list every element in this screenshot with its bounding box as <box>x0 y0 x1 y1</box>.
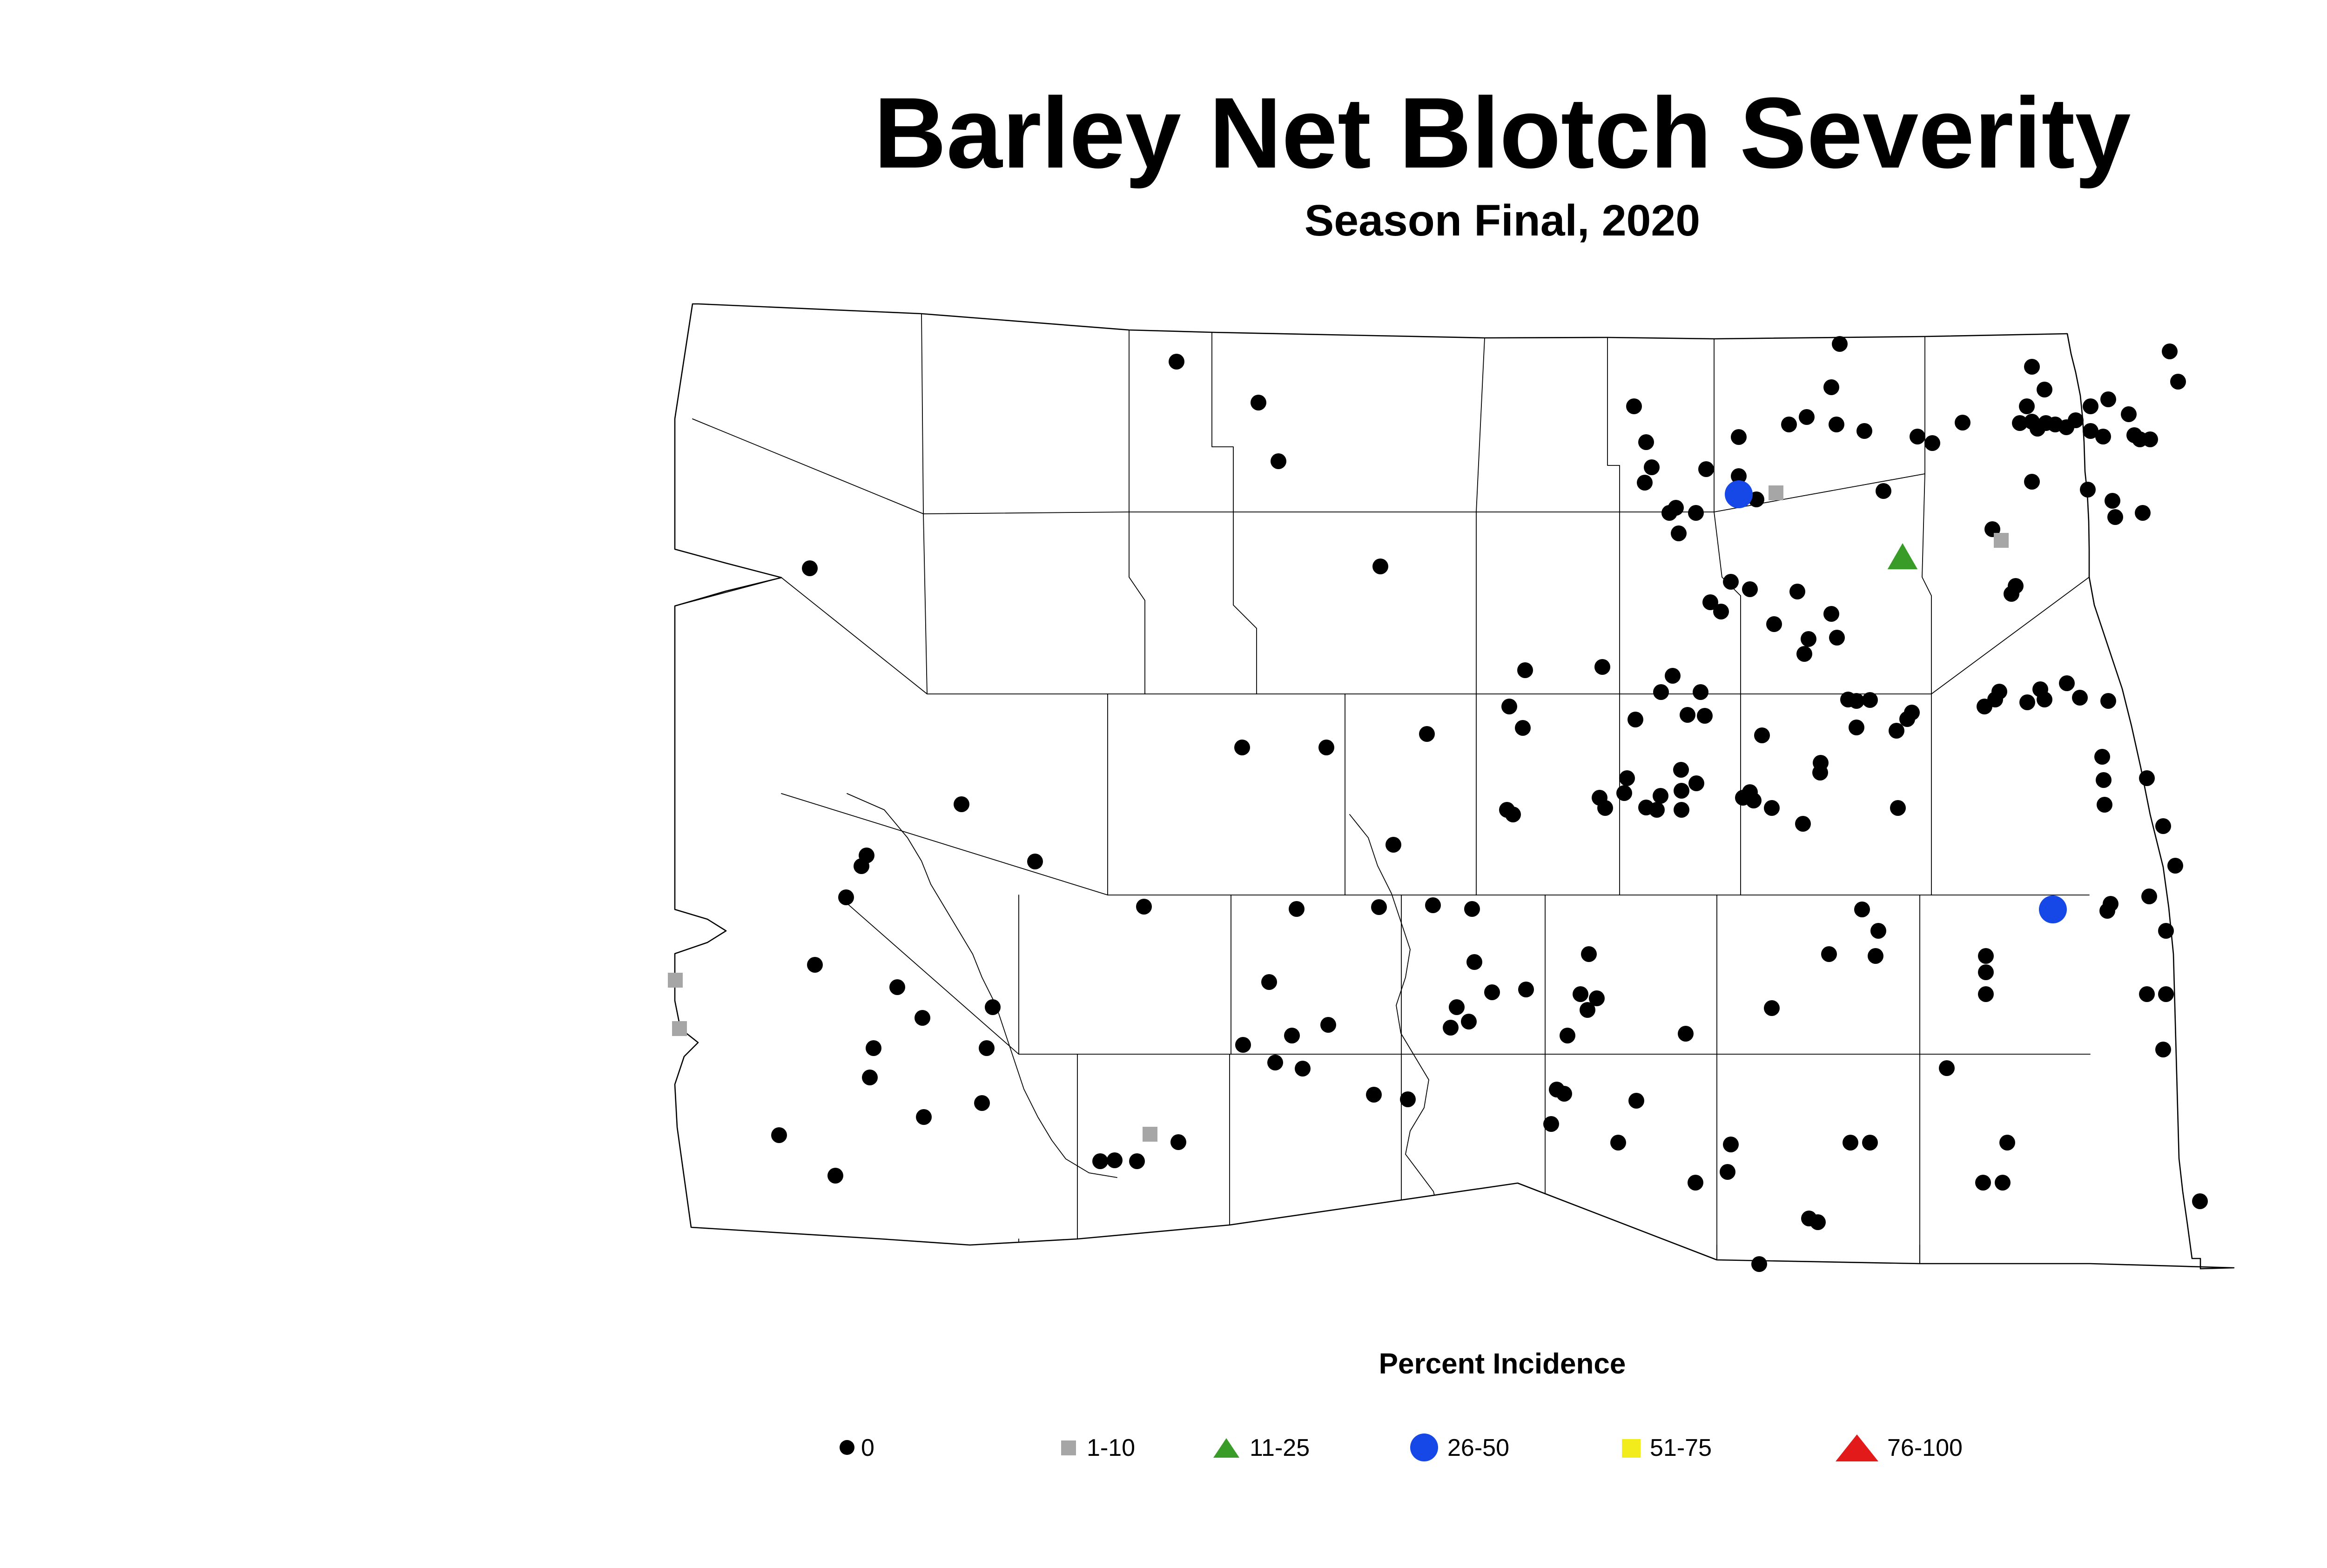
svg-text:76-100: 76-100 <box>1887 1434 1963 1461</box>
svg-text:51-75: 51-75 <box>1650 1434 1712 1461</box>
svg-text:0: 0 <box>861 1434 874 1461</box>
svg-text:11-25: 11-25 <box>1250 1434 1310 1461</box>
svg-text:1-10: 1-10 <box>1087 1434 1135 1461</box>
svg-text:26-50: 26-50 <box>1447 1434 1509 1461</box>
